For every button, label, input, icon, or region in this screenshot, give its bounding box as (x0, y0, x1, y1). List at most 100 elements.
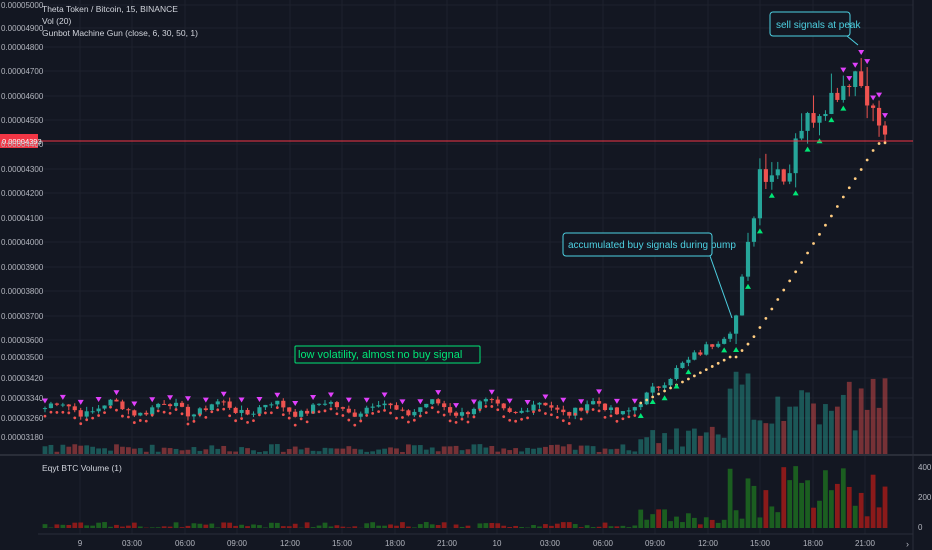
trail-dot (442, 413, 446, 417)
volume-bar (346, 446, 352, 455)
time-axis[interactable]: 9 03:00 06:00 09:00 12:00 15:00 18:00 21:00 10 03… (78, 539, 876, 548)
trail-dot (174, 408, 178, 411)
lower-tick-200: 200 (918, 493, 932, 502)
sell-signal (256, 397, 263, 403)
lower-volume-bar (114, 524, 119, 528)
volume-bar (751, 419, 757, 455)
candle-body (209, 404, 214, 411)
candle-body (817, 116, 822, 123)
annotation-peak[interactable]: sell signals at peak (769, 11, 861, 46)
x-tick-label: 06:00 (175, 539, 196, 548)
candle-body (84, 411, 89, 417)
lower-volume-bar (102, 522, 107, 528)
annotation-pump[interactable]: accumulated buy signals during pump (562, 232, 736, 319)
lower-volume-bar (501, 525, 507, 528)
lower-volume-bar (429, 524, 435, 528)
lower-volume-bar (423, 522, 429, 528)
lower-volume-bar (42, 524, 48, 528)
lower-volume-bar (608, 526, 614, 528)
candle-body (60, 404, 65, 406)
volume-bar (435, 451, 441, 455)
candle-body (680, 362, 685, 368)
buy-signal (768, 192, 775, 198)
trail-dot (258, 413, 261, 417)
sell-signal (524, 399, 531, 405)
volume-bar (513, 448, 519, 455)
lower-volume-bar (697, 524, 703, 528)
candle-body (108, 399, 113, 406)
trail-dot (341, 414, 345, 417)
trail-dot (883, 141, 887, 145)
scroll-right-icon[interactable]: › (906, 539, 909, 549)
candle-body (251, 413, 256, 415)
buy-signal (637, 412, 644, 418)
y-tick-label: 0.00003900 (1, 263, 44, 272)
volume-bar (882, 378, 888, 455)
candle-body (364, 407, 369, 414)
lower-volume-bar (54, 524, 60, 528)
trail-dot (323, 409, 327, 413)
candle-body (626, 410, 631, 412)
candle-body (191, 414, 197, 417)
annotation-low-volatility[interactable]: low volatility, almost no buy signal (294, 345, 481, 364)
volume-bar (274, 444, 280, 455)
candle-body (585, 404, 590, 411)
candle-body (513, 411, 518, 413)
lower-volume-bar (834, 483, 840, 528)
candle-body (751, 218, 757, 242)
y-tick-label: 0.00004700 (1, 67, 44, 76)
lower-volume-bar (179, 527, 185, 528)
sell-signal (470, 399, 477, 405)
volume-bar (358, 449, 364, 455)
lower-volume-bar (691, 517, 697, 528)
lower-volume-bar (388, 524, 393, 528)
lower-volume-bar (787, 480, 793, 528)
y-tick-label: 0.00003420 (1, 374, 44, 383)
volume-bar (406, 444, 411, 455)
trail-dot (663, 389, 666, 393)
volume-bar (471, 444, 477, 455)
trail-dot (800, 261, 804, 264)
volume-bar (298, 449, 304, 455)
trail-dot (436, 410, 440, 414)
volume-bar (834, 406, 840, 455)
volume-bar (781, 420, 787, 455)
volume-bar (382, 448, 387, 455)
volume-bar (757, 420, 763, 455)
candle-body (591, 401, 596, 405)
lower-volume-bar (650, 514, 656, 528)
lower-volume-bar (465, 525, 471, 528)
candle-body (853, 71, 858, 88)
volume-bar (286, 449, 292, 455)
candle-body (322, 403, 328, 405)
volume-bar (823, 404, 828, 455)
trail-dot (490, 405, 494, 408)
trail-dot (591, 408, 595, 411)
candle-body (239, 409, 244, 413)
candle-body (847, 85, 852, 88)
candle-body (179, 402, 185, 407)
candle-body (608, 407, 614, 411)
volume-bar (203, 449, 209, 455)
lower-volume-bar (185, 525, 191, 528)
lower-volume-bar (876, 507, 882, 528)
sell-signal (202, 397, 209, 403)
y-tick-label: 0.00004200 (1, 189, 44, 198)
volume-bar (465, 449, 471, 455)
candle-body (567, 412, 572, 416)
trail-dot (109, 405, 112, 409)
trail-dot (544, 412, 547, 415)
trail-dot (126, 415, 130, 419)
candle-body (579, 407, 584, 411)
candle-body (138, 412, 143, 416)
lower-volume-bar (858, 492, 864, 528)
volume-bar (703, 432, 709, 455)
price-axis[interactable]: 0.00005000 0.00004900 0.00004800 0.00004700… (1, 1, 44, 442)
volume-bar (96, 448, 101, 455)
trail-dot (353, 423, 357, 427)
volume-bar (429, 447, 435, 455)
lower-volume-bar (280, 526, 286, 528)
lower-volume-bar (304, 522, 310, 528)
volume-bar (352, 448, 358, 455)
trail-dot (210, 410, 214, 414)
